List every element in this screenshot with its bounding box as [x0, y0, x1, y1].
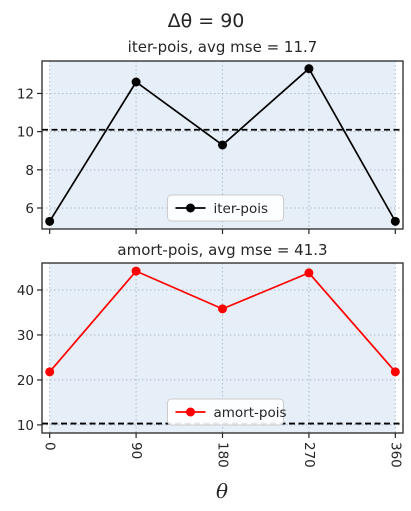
ax2-point-1 [131, 266, 141, 276]
figure-suptitle: Δθ = 90 [168, 10, 245, 32]
ax1-point-3 [304, 64, 314, 74]
ax2-point-0 [45, 367, 55, 377]
x-axis-label: θ [216, 479, 228, 503]
ax1-point-1 [131, 77, 141, 87]
ax2-ytick-label-3: 40 [17, 283, 34, 299]
ax2-ytick-label-0: 10 [17, 418, 34, 434]
ax2-xtick-label-3: 270 [301, 442, 317, 468]
ax2-legend: amort-pois [167, 398, 287, 426]
ax1-group: 6 8 10 12 iter-pois, avg mse = 11.7 iter-pois [17, 38, 404, 234]
ax1-ytick-label-3: 12 [17, 86, 34, 102]
ax2-point-4 [390, 367, 400, 377]
ax1-ytick-label-0: 6 [25, 201, 34, 217]
ax2-xtick-label-0: 0 [42, 442, 58, 451]
ax2-xtick-label-4: 360 [387, 442, 403, 468]
ax2-title: amort-pois, avg mse = 41.3 [117, 241, 327, 259]
ax2-legend-label: amort-pois [214, 405, 287, 421]
ax2-legend-marker [186, 407, 195, 417]
ax1-ytick-label-2: 10 [17, 125, 34, 141]
ax2-ytick-label-2: 30 [17, 328, 34, 344]
ax1-title: iter-pois, avg mse = 11.7 [128, 38, 318, 56]
ax2-xtick-label-1: 90 [128, 442, 144, 459]
ax1-legend-label: iter-pois [214, 201, 269, 217]
ax2-legend-box [167, 398, 284, 426]
ax2-ytick-label-1: 20 [17, 373, 34, 389]
ax1-legend-marker [186, 203, 195, 213]
ax1-legend: iter-pois [167, 194, 284, 222]
ax2-point-3 [304, 268, 314, 278]
ax1-point-2 [218, 140, 227, 150]
ax1-legend-box [167, 194, 284, 222]
ax2-group: 10 20 30 40 0 90 180 270 360 amort-pois, avg mse … [17, 241, 404, 468]
ax1-ytick-label-1: 8 [25, 163, 34, 179]
ax2-xtick-label-2: 180 [215, 442, 231, 468]
ax2-point-2 [218, 304, 227, 314]
ax1-point-4 [390, 216, 400, 226]
ax1-point-0 [45, 216, 55, 226]
